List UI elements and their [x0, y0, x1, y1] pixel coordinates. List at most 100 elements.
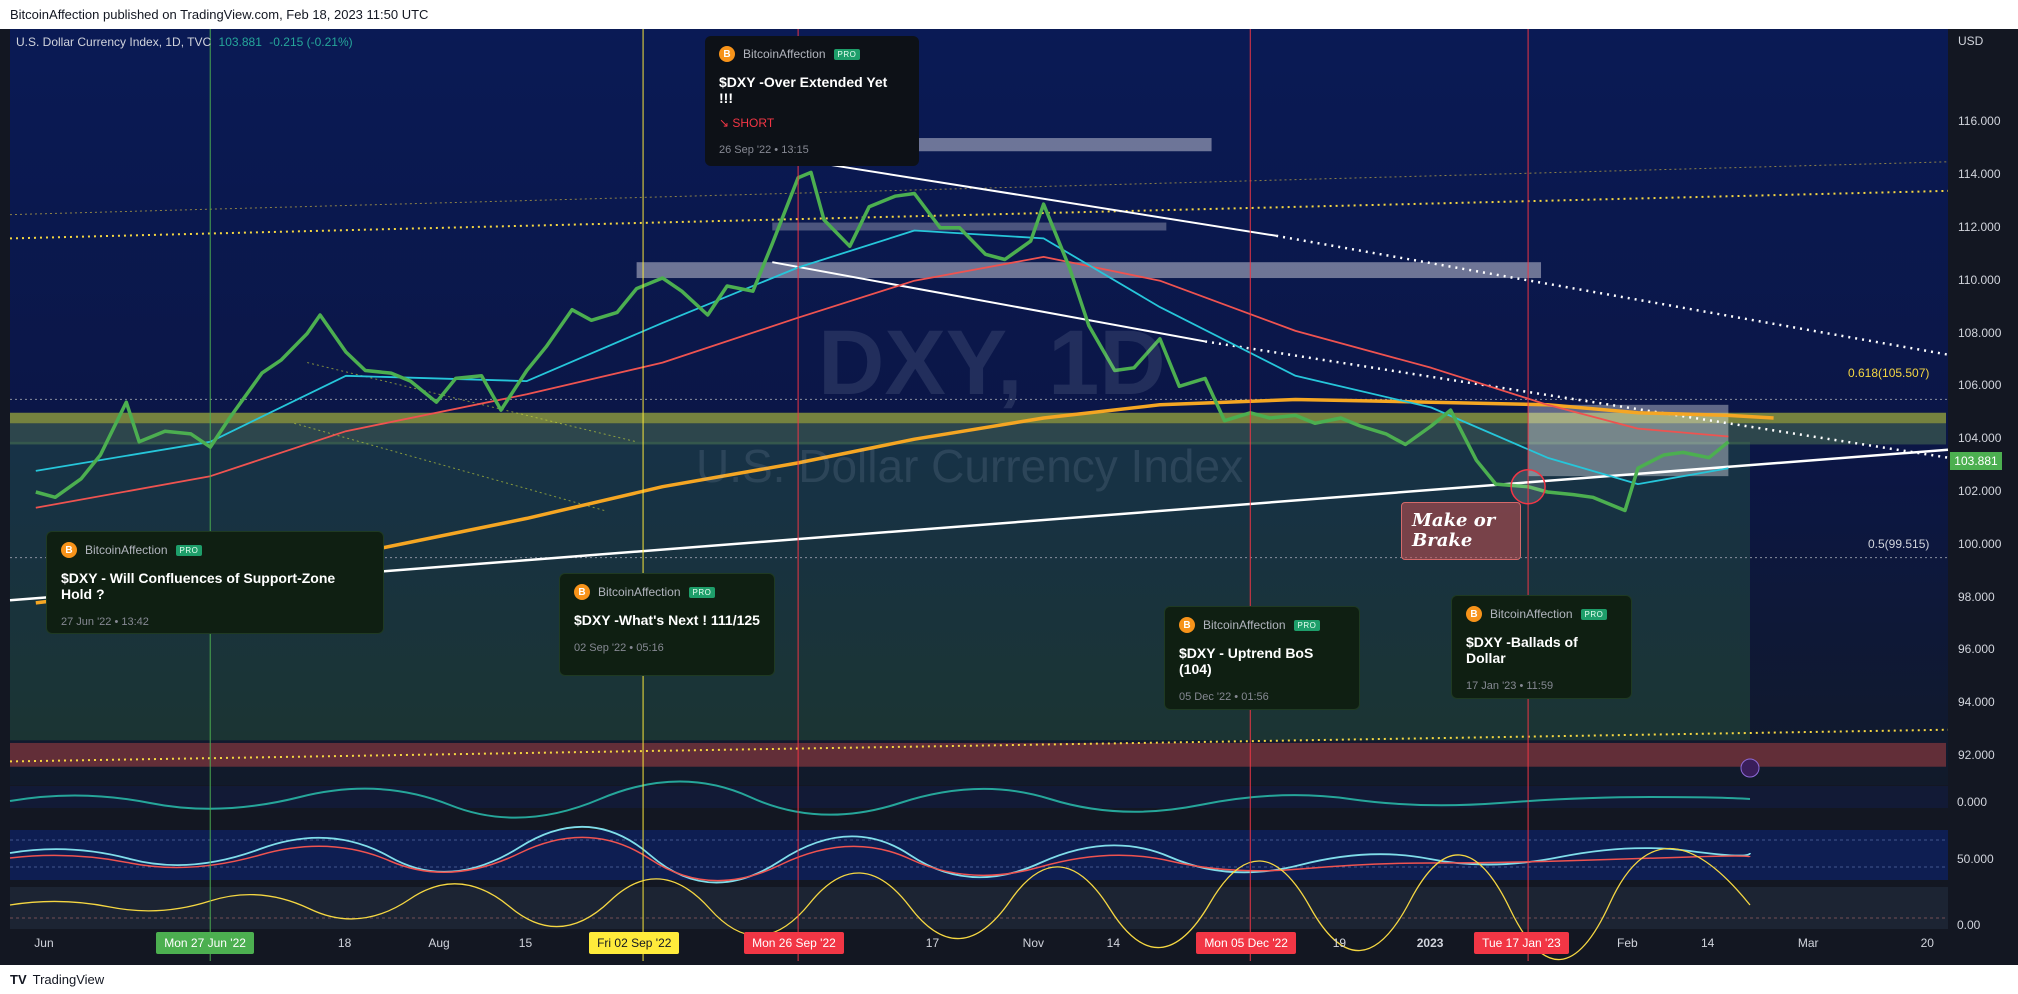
y-tick-7: 102.000	[1958, 484, 2002, 498]
oscillator-line	[9, 848, 1751, 961]
brand-footer: TV TradingView	[0, 965, 2018, 994]
price-chart[interactable]: U.S. Dollar Currency Index, 1D, TVC 103.…	[0, 29, 2018, 965]
fib-05-label: 0.5(99.515)	[1868, 537, 1930, 551]
x-tick-5: 17	[925, 936, 940, 950]
y-tick-10: 96.000	[1958, 642, 1995, 657]
publish-header: BitcoinAffection published on TradingVie…	[0, 0, 2018, 29]
x-tick-3: 15	[518, 936, 533, 950]
author-avatar-icon: B	[1466, 606, 1482, 622]
idea-author: BitcoinAffection	[598, 585, 681, 599]
x-tick-8: 19	[1332, 936, 1347, 950]
y-tick-4: 108.000	[1958, 325, 2002, 340]
watermark-symbol: DXY, 1D	[818, 312, 1166, 414]
x-tick-6: Nov	[1022, 936, 1045, 950]
idea-author: BitcoinAffection	[1203, 618, 1286, 632]
tradingview-logo-icon: TV	[10, 972, 27, 987]
y-tick-0: 116.000	[1958, 114, 2001, 129]
symbol-legend: U.S. Dollar Currency Index, 1D, TVC 103.…	[16, 35, 353, 49]
pro-badge: PRO	[1580, 608, 1608, 620]
rsi-50-label: 50.000	[1957, 852, 1994, 866]
x-tick-12: Mar	[1797, 936, 1819, 950]
pro-badge: PRO	[1293, 619, 1321, 631]
upper-downtrend-solid	[810, 160, 1277, 237]
idea-title[interactable]: $DXY - Will Confluences of Support-Zone …	[61, 570, 336, 602]
x-tick-7: 14	[1106, 936, 1121, 950]
idea-card-overextended[interactable]: B BitcoinAffection PRO $DXY -Over Extended…	[705, 36, 919, 166]
x-event-tag-0: Mon 27 Jun '22	[156, 932, 254, 954]
osc-pane	[10, 887, 1948, 929]
x-event-tag-3: Mon 05 Dec '22	[1196, 932, 1296, 954]
watermark-name: U.S. Dollar Currency Index	[696, 440, 1244, 492]
fib-618-label: 0.618(105.507)	[1848, 366, 1930, 380]
yellow-diag-a	[294, 422, 605, 511]
idea-title[interactable]: $DXY -Over Extended Yet !!!	[719, 74, 888, 106]
x-tick-11: 14	[1700, 936, 1715, 950]
y-tick-9: 98.000	[1958, 589, 1995, 604]
author-avatar-icon: B	[1179, 617, 1195, 633]
x-event-tag-4: Tue 17 Jan '23	[1474, 932, 1569, 954]
idea-date: 05 Dec '22 • 01:56	[1179, 691, 1269, 703]
chart-canvas[interactable]	[0, 29, 2018, 965]
idea-date: 26 Sep '22 • 13:15	[719, 144, 809, 156]
x-event-tag-1: Fri 02 Sep '22	[589, 932, 680, 954]
idea-card-whats-next[interactable]: B BitcoinAffection PRO $DXY -What's Next !…	[559, 573, 775, 676]
short-signal: ↘ SHORT	[719, 116, 775, 130]
y-tick-12: 92.000	[1958, 748, 1995, 763]
x-tick-1: 18	[337, 936, 352, 950]
idea-date: 27 Jun '22 • 13:42	[61, 616, 149, 628]
macd-zero-label: 0.000	[1957, 795, 1988, 809]
pro-badge: PRO	[175, 544, 203, 556]
x-tick-10: Feb	[1617, 936, 1638, 950]
gray-box-112	[772, 222, 1167, 231]
resistance-band	[10, 412, 1946, 424]
lower-downtrend-solid	[772, 261, 1206, 343]
author-avatar-icon: B	[574, 584, 590, 600]
idea-author: BitcoinAffection	[1490, 607, 1573, 621]
author-avatar-icon: B	[61, 542, 77, 558]
x-tick-2: Aug	[428, 936, 450, 950]
x-tick-0: Jun	[34, 936, 54, 950]
pro-badge: PRO	[833, 48, 861, 60]
series-ma-long	[35, 397, 1774, 605]
y-tick-8: 100.000	[1958, 536, 2002, 551]
pro-badge: PRO	[688, 586, 716, 598]
legend-symbol: U.S. Dollar Currency Index, 1D, TVC	[16, 35, 212, 49]
series-price	[35, 170, 1730, 513]
idea-card-uptrend-bos[interactable]: B BitcoinAffection PRO $DXY - Uptrend BoS …	[1164, 606, 1360, 710]
idea-date: 02 Sep '22 • 05:16	[574, 642, 664, 654]
macd-pane	[10, 786, 1948, 808]
x-tick-9: 2023	[1416, 936, 1444, 950]
idea-date: 17 Jan '23 • 11:59	[1466, 680, 1554, 692]
idea-title[interactable]: $DXY -What's Next ! 111/125	[574, 612, 760, 628]
macd-histogram-line	[9, 780, 1751, 819]
idea-author: BitcoinAffection	[743, 47, 826, 61]
currency-label: USD	[1958, 34, 1984, 48]
idea-card-support-zone[interactable]: B BitcoinAffection PRO $DXY - Will Conflue…	[46, 531, 384, 634]
upper-downtrend-dotted	[1275, 234, 1949, 356]
rsi-line	[9, 825, 1751, 884]
idea-title[interactable]: $DXY -Ballads of Dollar	[1466, 634, 1578, 666]
y-tick-5: 106.000	[1958, 378, 2002, 393]
y-tick-11: 94.000	[1958, 695, 1995, 710]
osc-zero-label: 0.00	[1957, 918, 1981, 932]
x-event-tag-2: Mon 26 Sep '22	[744, 932, 844, 954]
y-tick-1: 114.000	[1958, 167, 2001, 182]
demand-zone	[10, 742, 1946, 767]
idea-title[interactable]: $DXY - Uptrend BoS (104)	[1179, 645, 1314, 677]
upper-yellow-line	[9, 161, 1949, 216]
rsi-signal-line	[9, 836, 1751, 882]
idea-card-ballads-dollar[interactable]: B BitcoinAffection PRO $DXY -Ballads of Do…	[1451, 595, 1632, 699]
lightning-icon	[1740, 758, 1760, 778]
y-tick-6: 104.000	[1958, 431, 2002, 446]
make-or-brake-note[interactable]: Make or Brake	[1401, 502, 1521, 560]
x-tick-13: 20	[1920, 936, 1934, 950]
legend-last: 103.881	[218, 35, 262, 49]
legend-change: -0.215 (-0.21%)	[269, 35, 353, 49]
idea-author: BitcoinAffection	[85, 543, 168, 557]
lower-yellow-line	[9, 728, 1949, 763]
yellow-dotted-line	[9, 189, 1949, 240]
last-price-tag: 103.881	[1950, 452, 2002, 470]
author-avatar-icon: B	[719, 46, 735, 62]
y-tick-2: 112.000	[1958, 219, 2001, 234]
brand-name: TradingView	[32, 972, 105, 987]
